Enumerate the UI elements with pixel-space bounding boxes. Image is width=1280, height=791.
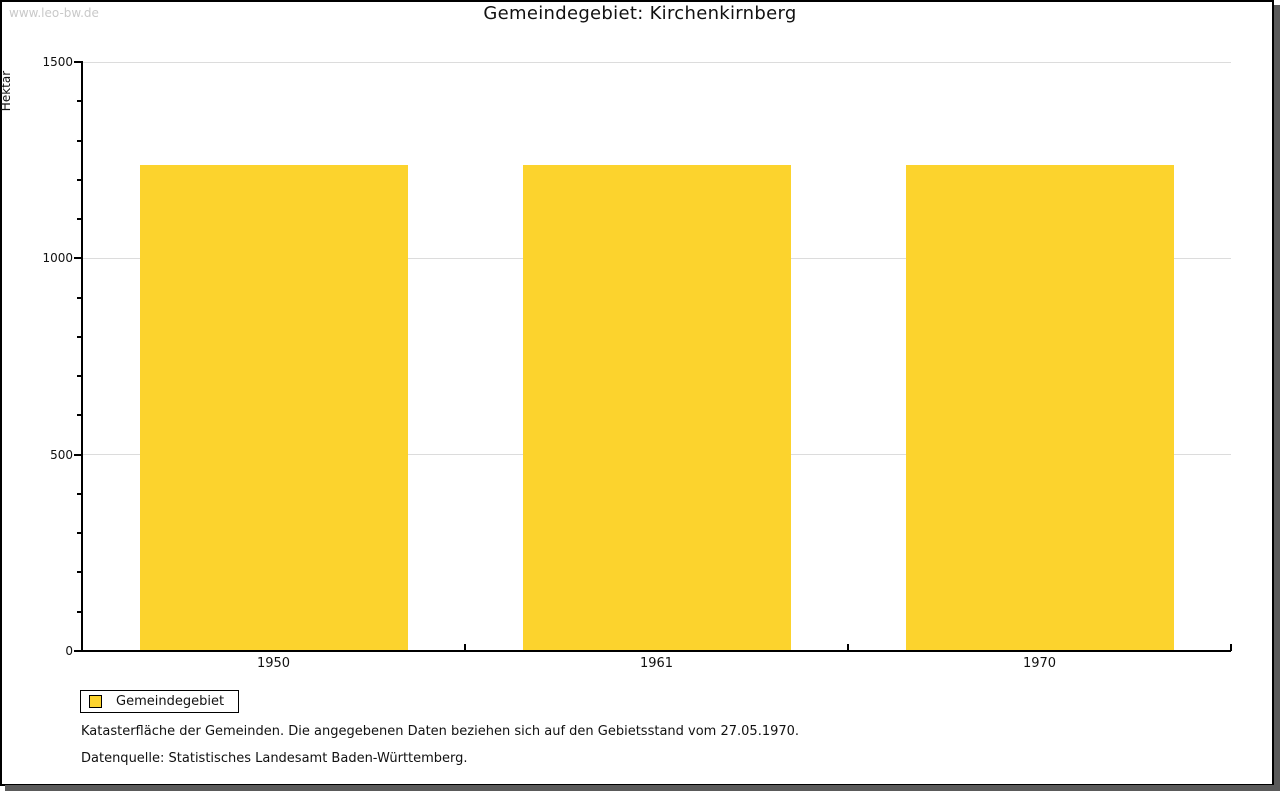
x-separator-tick-1 <box>464 644 466 651</box>
footnote-source-note: Katasterfläche der Gemeinden. Die angege… <box>81 724 800 739</box>
y-tick-label-1500: 1500 <box>42 55 73 69</box>
gridline-1500 <box>83 61 1231 63</box>
y-minor-tick-900 <box>77 296 81 299</box>
bar-1961 <box>522 165 791 650</box>
y-major-tick-1500 <box>74 61 81 63</box>
y-minor-tick-1400 <box>77 100 81 103</box>
y-tick-label-500: 500 <box>50 447 73 462</box>
y-minor-tick-800 <box>77 335 81 338</box>
y-axis-line <box>81 61 83 652</box>
y-tick-label-1000: 1000 <box>42 251 73 266</box>
x-axis-line <box>81 650 1231 652</box>
y-minor-tick-600 <box>77 414 81 417</box>
bar-1970 <box>905 165 1174 650</box>
bar-1950 <box>139 165 408 650</box>
y-major-tick-0 <box>74 650 81 652</box>
y-minor-tick-200 <box>77 571 81 574</box>
y-axis-label: Hektar <box>0 70 13 112</box>
y-major-tick-1000 <box>74 257 81 260</box>
x-tick-label-1950: 1950 <box>256 656 291 671</box>
y-minor-tick-100 <box>77 610 81 613</box>
legend-label: Gemeindegebiet <box>116 694 225 709</box>
footnote-data-source: Datenquelle: Statistisches Landesamt Bad… <box>81 751 468 766</box>
x-separator-tick-2 <box>847 644 849 651</box>
y-tick-label-0: 0 <box>65 644 73 658</box>
legend: Gemeindegebiet <box>80 690 240 713</box>
y-minor-tick-700 <box>77 375 81 378</box>
x-tick-label-1970: 1970 <box>1022 656 1057 671</box>
y-minor-tick-1300 <box>77 139 81 142</box>
x-tick-label-1961: 1961 <box>639 656 674 671</box>
y-minor-tick-1100 <box>77 218 81 221</box>
y-minor-tick-300 <box>77 532 81 535</box>
y-minor-tick-1200 <box>77 178 81 181</box>
y-minor-tick-400 <box>77 492 81 495</box>
legend-swatch <box>89 695 102 708</box>
frame-shadow-bottom <box>5 785 1280 791</box>
frame-shadow-right <box>1274 5 1280 791</box>
chart-title: Gemeindegebiet: Kirchenkirnberg <box>483 3 797 24</box>
watermark: www.leo-bw.de <box>9 6 99 20</box>
x-separator-tick-3 <box>1230 644 1232 651</box>
y-major-tick-500 <box>74 453 81 456</box>
